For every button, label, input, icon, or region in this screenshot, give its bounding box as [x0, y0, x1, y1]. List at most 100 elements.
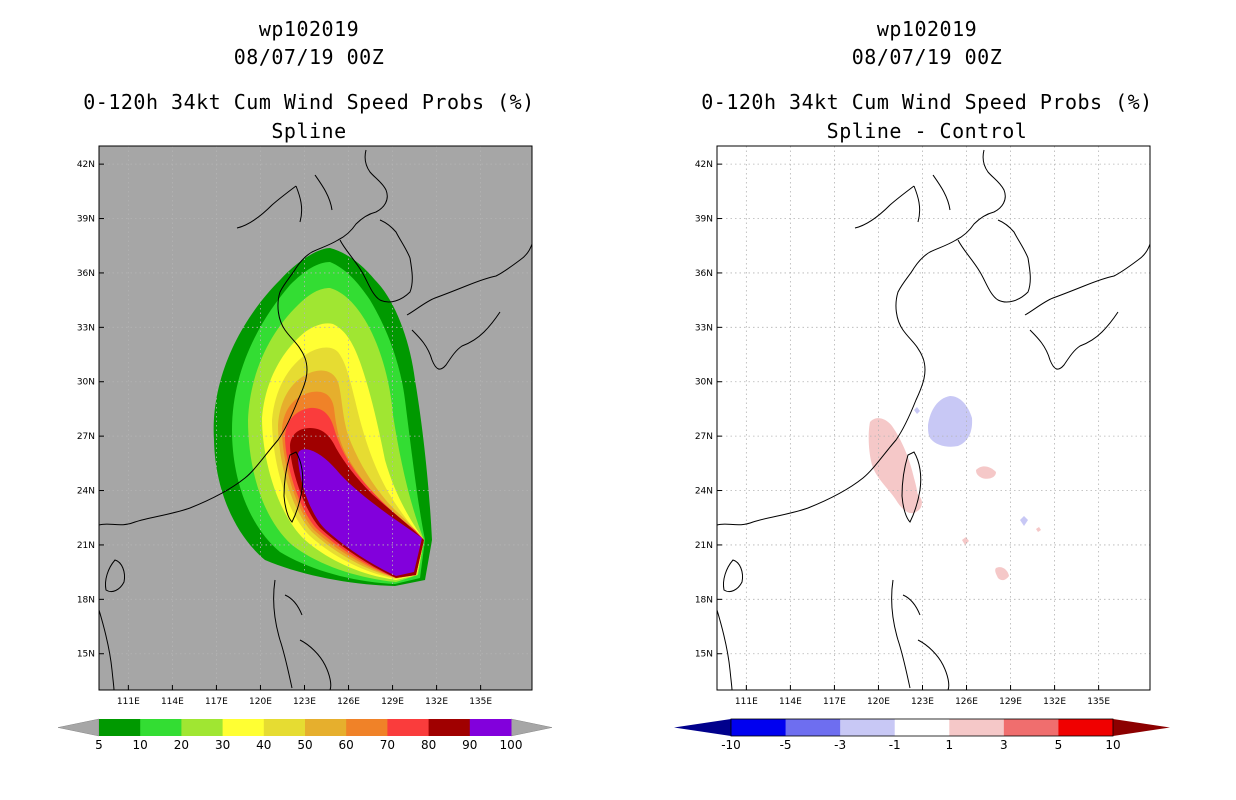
- x-tick-label: 117E: [823, 697, 846, 707]
- colorbar-label: 70: [380, 738, 395, 752]
- colorbar-over-triangle: [510, 718, 553, 737]
- colorbar-box: [263, 719, 306, 736]
- diff-positive-area: [995, 567, 1009, 581]
- init-time-title: 08/07/19 00Z: [233, 45, 385, 69]
- colorbar-box: [140, 719, 182, 736]
- colorbar-under-triangle: [57, 718, 100, 737]
- colorbar-box: [469, 719, 512, 736]
- diff-positive-area: [901, 490, 922, 513]
- y-tick-label: 18N: [695, 595, 713, 605]
- colorbar-label: 20: [174, 738, 189, 752]
- x-tick-label: 129E: [381, 697, 404, 707]
- y-tick-label: 39N: [695, 215, 713, 225]
- colorbar-box: [181, 719, 224, 736]
- x-tick-label: 126E: [955, 697, 978, 707]
- x-tick-label: 132E: [1043, 697, 1066, 707]
- colorbar-label: 90: [462, 738, 477, 752]
- colorbar-label: 10: [133, 738, 148, 752]
- vietnam-coast: [717, 609, 733, 690]
- y-tick-label: 24N: [695, 487, 713, 497]
- y-tick-label: 30N: [77, 378, 95, 388]
- diff-positive-area: [976, 466, 996, 479]
- lat-lon-grid: [717, 146, 1150, 690]
- storm-id-title: wp102019: [258, 17, 360, 41]
- x-tick-label: 117E: [205, 697, 228, 707]
- colorbar-box: [785, 719, 841, 736]
- korea-coast: [957, 219, 1031, 303]
- bohai-coast: [854, 174, 951, 229]
- method-subtitle: Spline: [271, 119, 347, 143]
- product-title: 0-120h 34kt Cum Wind Speed Probs (%): [83, 90, 535, 114]
- colorbar-box: [949, 719, 1005, 736]
- diff-negative-area: [1020, 516, 1028, 526]
- y-tick-label: 15N: [695, 650, 713, 660]
- difference-map: 111E 114E 117E 120E 123E 126E 129E 132E 135E 42N 3…: [674, 145, 1170, 752]
- hainan-coast: [105, 559, 125, 593]
- colorbar-label: -3: [834, 738, 846, 752]
- difference-contours: [868, 396, 1041, 581]
- y-tick-label: 27N: [77, 432, 95, 442]
- colorbar-box: [840, 719, 896, 736]
- diff-negative-area: [914, 407, 920, 414]
- contour-90: [298, 449, 422, 576]
- x-tick-label: 126E: [337, 697, 360, 707]
- y-tick-label: 33N: [77, 323, 95, 333]
- y-tick-label: 36N: [77, 269, 95, 279]
- x-tick-label: 135E: [1087, 697, 1110, 707]
- x-tick-label: 129E: [999, 697, 1022, 707]
- x-tick-label: 123E: [911, 697, 934, 707]
- korea-coast: [339, 219, 413, 303]
- colorbar-box: [99, 719, 141, 736]
- china-coast: [99, 149, 388, 526]
- left-chart-panel: wp102019 08/07/19 00Z 0-120h 34kt Cum Wi…: [57, 17, 553, 752]
- probability-colorbar: 5 10 20 30 40 50 60 70 80 90 100: [57, 718, 553, 752]
- x-tick-label: 111E: [735, 697, 758, 707]
- colorbar-label: 1: [945, 738, 953, 752]
- diff-positive-area: [868, 418, 919, 514]
- taiwan-coast: [283, 451, 304, 523]
- colorbar-box: [222, 719, 265, 736]
- colorbar-label: -10: [721, 738, 741, 752]
- colorbar-label: 10: [1105, 738, 1120, 752]
- colorbar-label: 100: [500, 738, 523, 752]
- probability-map: 111E 114E 117E 120E 123E 126E 129E 132E 135E 42N 3…: [57, 145, 553, 752]
- method-subtitle: Spline - Control: [826, 119, 1028, 143]
- colorbar-label: 5: [95, 738, 103, 752]
- y-tick-label: 27N: [695, 432, 713, 442]
- map-frame: [98, 145, 533, 691]
- colorbar-box: [1058, 719, 1114, 736]
- china-coast: [717, 149, 1006, 526]
- colorbar-box: [387, 719, 430, 736]
- y-tick-label: 21N: [695, 541, 713, 551]
- colorbar-label: 50: [297, 738, 312, 752]
- x-tick-label: 135E: [469, 697, 492, 707]
- colorbar-label: -1: [889, 738, 901, 752]
- y-tick-label: 30N: [695, 378, 713, 388]
- probability-contours: [213, 248, 432, 586]
- diff-negative-area: [928, 396, 973, 447]
- colorbar-outline: [730, 718, 1114, 737]
- colorbar-label: 5: [1055, 738, 1063, 752]
- diff-positive-area: [1036, 527, 1041, 532]
- right-chart-panel: wp102019 08/07/19 00Z 0-120h 34kt Cum Wi…: [618, 0, 1236, 800]
- axis-ticks: 111E 114E 117E 120E 123E 126E 129E 132E 135E 42N 3…: [695, 160, 1111, 707]
- colorbar-label: 30: [215, 738, 230, 752]
- y-tick-label: 36N: [695, 269, 713, 279]
- japan-coast: [1024, 243, 1150, 370]
- colorbar-label: 40: [256, 738, 271, 752]
- colorbar-box: [346, 719, 388, 736]
- diff-positive-area: [962, 537, 969, 545]
- japan-coast: [406, 243, 532, 370]
- bohai-coast: [236, 174, 333, 229]
- colorbar-box: [305, 719, 347, 736]
- colorbar-label: -5: [780, 738, 792, 752]
- x-tick-label: 111E: [117, 697, 140, 707]
- philippines-coast: [273, 579, 332, 690]
- map-frame: [716, 145, 1151, 691]
- storm-id-title: wp102019: [876, 17, 978, 41]
- y-tick-label: 15N: [77, 650, 95, 660]
- y-tick-label: 33N: [695, 323, 713, 333]
- colorbar-box: [428, 719, 471, 736]
- init-time-title: 08/07/19 00Z: [851, 45, 1003, 69]
- y-tick-label: 39N: [77, 215, 95, 225]
